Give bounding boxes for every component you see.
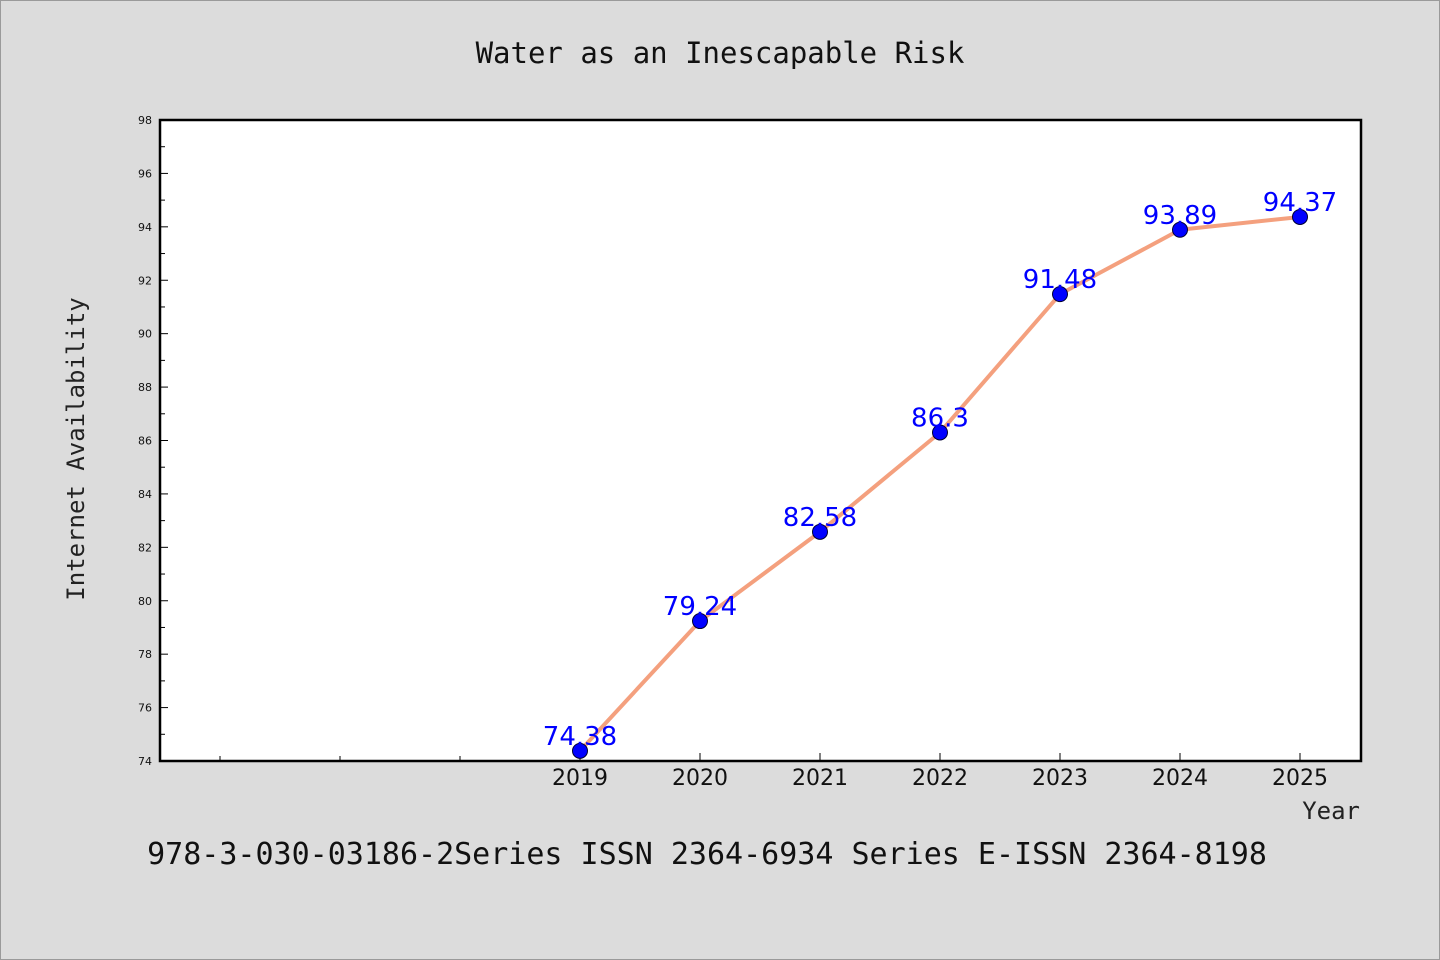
y-tick-label: 80: [138, 595, 152, 608]
data-label: 91.48: [1023, 265, 1097, 295]
y-tick-label: 88: [138, 381, 152, 394]
x-tick-label: 2025: [1272, 766, 1328, 791]
y-tick-label: 74: [138, 755, 152, 768]
y-tick-label: 96: [138, 167, 152, 180]
data-point: [1052, 286, 1068, 303]
y-tick-label: 98: [138, 114, 152, 127]
data-point: [692, 613, 708, 630]
data-label: 79.24: [663, 592, 737, 622]
x-axis-ticks: 2019 2020 2021 2022 2023 2024 2025: [219, 753, 1328, 791]
data-point: [932, 424, 948, 441]
y-tick-label: 78: [138, 648, 152, 661]
data-label: 74.38: [543, 722, 617, 752]
y-tick-label: 90: [138, 328, 152, 341]
x-axis-label: Year: [1302, 797, 1360, 825]
data-label: 82.58: [783, 503, 857, 533]
x-tick-label: 2022: [912, 766, 968, 791]
y-axis-label: Internet Availability: [62, 297, 90, 600]
x-tick-label: 2024: [1152, 766, 1208, 791]
x-tick-label: 2019: [552, 766, 608, 791]
data-point: [812, 523, 828, 540]
footer-text: 978-3-030-03186-2Series ISSN 2364-6934 S…: [147, 837, 1267, 872]
y-axis-ticks: 74 76 78 80 82 84 86 88 90 92 94 96 98: [138, 114, 168, 768]
x-tick-label: 2021: [792, 766, 848, 791]
data-label: 94.37: [1263, 188, 1337, 218]
data-point: [572, 742, 588, 759]
series-line-group: 74.38 79.24 82.58 86.3 91.48 93.89 94.37: [543, 188, 1337, 759]
data-label: 86.3: [911, 403, 969, 433]
y-tick-label: 84: [138, 488, 152, 501]
y-tick-label: 92: [138, 274, 152, 287]
plot-area: [158, 118, 1363, 763]
chart-title: Water as an Inescapable Risk: [476, 36, 965, 70]
y-tick-label: 76: [138, 702, 152, 715]
data-point: [1172, 221, 1188, 238]
data-point: [1292, 208, 1308, 225]
data-label: 93.89: [1143, 201, 1217, 231]
y-tick-label: 94: [138, 221, 152, 234]
y-tick-label: 86: [138, 435, 152, 448]
y-tick-label: 82: [138, 541, 152, 554]
x-tick-label: 2020: [672, 766, 728, 791]
x-tick-label: 2023: [1032, 766, 1088, 791]
